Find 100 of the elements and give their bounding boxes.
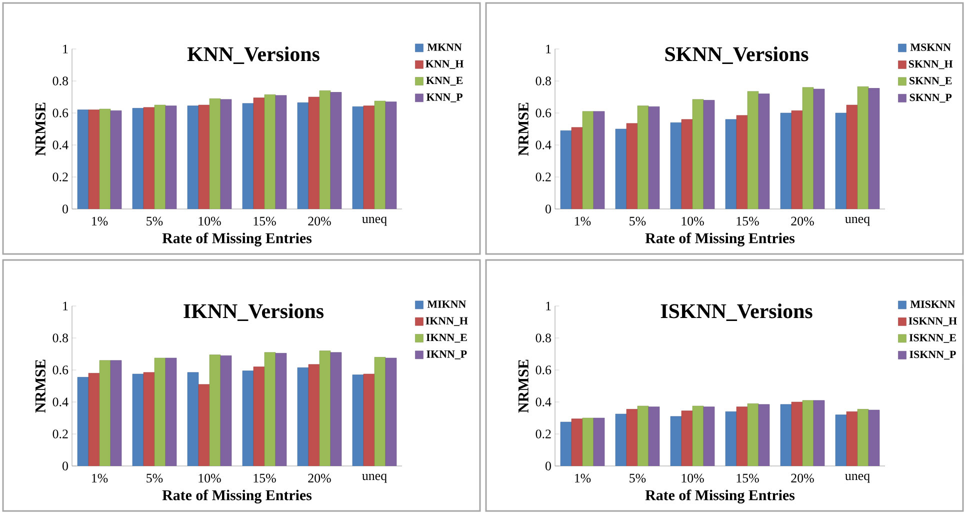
legend-label: SKNN_P [910,94,952,103]
y-tick-label: 0.2 [52,172,68,182]
bar [253,98,265,209]
bar [802,400,814,466]
bar [571,127,583,209]
bar [758,404,770,466]
y-tick-label: 0.6 [52,366,68,374]
bar [736,406,748,466]
bar [813,88,825,209]
y-tick-label: 1 [546,44,551,54]
bar [220,99,232,209]
bar [868,410,880,466]
bar [319,90,331,209]
bar [363,106,375,209]
y-tick-label: 0.4 [52,398,68,406]
legend-label: MSKNN [910,44,951,51]
bar [791,110,803,209]
x-tick-label: 15% [736,216,759,226]
y-tick-label: 0.2 [536,172,551,182]
legend-label: IKNN_P [426,350,467,360]
y-axis-title: NRMSE [35,102,46,156]
bar [868,88,880,209]
y-tick-label: 0.2 [52,430,68,438]
chart-title: IKNN_Versions [184,304,324,321]
bar [99,360,111,466]
y-axis-title: NRMSE [518,102,528,156]
bar [571,418,583,466]
x-tick-label: 1% [575,474,591,483]
bar [143,107,155,209]
bar [253,366,265,466]
bar [99,108,111,209]
bar [297,367,309,466]
bar [297,102,309,209]
bar [385,358,397,466]
legend-label: IKNN_H [426,317,468,326]
legend-label: SKNN_H [908,60,953,70]
bar [560,130,572,209]
bar [330,352,342,466]
bar [352,374,364,466]
y-tick-label: 0.2 [536,430,551,438]
bar [198,384,210,466]
y-tick-label: 0.4 [536,398,552,406]
x-tick-label: 1% [92,474,108,483]
x-tick-label: uneq [362,474,387,483]
bar [154,358,166,466]
legend-label: IKNN_E [426,334,467,343]
bar [846,104,858,209]
bar [88,373,100,466]
y-tick-label: 1 [546,302,551,310]
bar [593,418,605,466]
bar [165,106,177,209]
y-tick-label: 0.6 [536,108,552,118]
bar [846,411,858,466]
y-tick-label: 0.6 [52,108,68,118]
x-tick-label: 5% [146,216,163,226]
bar [835,414,847,466]
bar [802,87,814,209]
y-tick-label: 0.4 [52,140,68,150]
bar [209,354,221,466]
x-axis-title: Rate of Missing Entries [162,232,312,246]
bar [319,350,331,466]
bar [374,100,386,209]
bar [736,115,748,209]
y-tick-label: 0.4 [536,140,552,150]
bar [198,104,210,209]
bar [132,108,144,209]
bar [615,128,627,209]
bar [747,403,759,466]
x-tick-label: 15% [736,474,759,483]
bar [593,111,605,209]
bar [670,416,682,466]
bar [374,357,386,466]
bar [681,119,693,209]
bar [582,111,594,209]
x-tick-label: 15% [254,474,276,483]
x-tick-label: 5% [630,474,646,483]
bar [791,402,803,466]
bar [264,352,276,466]
bar [308,364,320,466]
bar [670,122,682,209]
bar [857,86,869,209]
x-tick-label: uneq [845,216,870,226]
bar [725,411,737,466]
bar [626,123,638,209]
legend-label: KNN_P [426,94,462,102]
x-tick-label: 10% [198,216,221,226]
y-axis-title: NRMSE [35,360,46,413]
y-tick-label: 0.8 [52,76,68,86]
bar [165,358,177,466]
y-tick-label: 0.8 [536,334,551,342]
x-axis-title: Rate of Missing Entries [645,490,795,504]
bar [780,112,792,209]
bar [813,400,825,466]
bar [692,406,704,466]
bar [560,422,572,466]
x-tick-label: 5% [146,474,163,483]
x-tick-label: 1% [92,216,108,226]
y-axis-title: NRMSE [518,360,528,413]
bar [110,110,122,209]
x-tick-label: 1% [575,216,591,226]
